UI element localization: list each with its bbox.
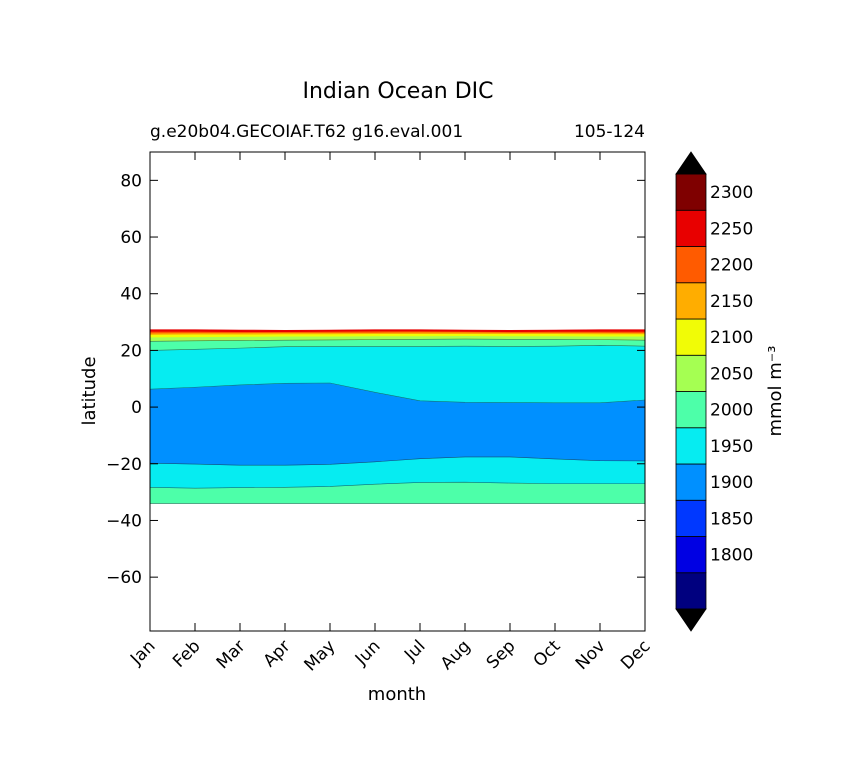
colorbar-segment — [675, 209, 707, 247]
x-tick-label: Sep — [483, 636, 520, 673]
x-tick-label: Dec — [617, 636, 654, 673]
colorbar-segment — [675, 354, 707, 392]
colorbar-tick-label: 1950 — [710, 437, 753, 457]
contour-line-b_1925_1975_north — [149, 382, 646, 404]
colorbar-extend-bottom — [675, 608, 707, 632]
contour-line-b_1975_1925_south — [149, 456, 646, 466]
x-tick-label: Aug — [437, 636, 475, 674]
colorbar-tick-label: 1900 — [710, 473, 753, 493]
colorbar-tick-label: 2300 — [710, 183, 753, 203]
x-tick-label: Mar — [213, 636, 250, 673]
x-tick-label: Jun — [351, 636, 385, 670]
chart-subtitle-left: g.e20b04.GECOIAF.T62 g16.eval.001 — [150, 122, 463, 142]
y-tick-label: 40 — [120, 285, 142, 305]
colorbar-segment — [675, 536, 707, 574]
colorbar-segment — [675, 463, 707, 501]
y-axis-label: latitude — [79, 356, 100, 425]
y-tick-label: 60 — [120, 228, 142, 248]
colorbar-tick-label: 2250 — [710, 219, 753, 239]
contour-bands — [149, 329, 646, 504]
plot-frame — [149, 151, 646, 632]
colorbar-segment — [675, 246, 707, 284]
y-tick-label: 0 — [131, 398, 142, 418]
contour-line-b_2025_2075 — [149, 338, 646, 342]
colorbar: 1800 1850 1900 1950 2000 2050 2100 2150 2200 2250… — [675, 151, 753, 632]
colorbar-tick-label: 1850 — [710, 509, 753, 529]
contour-lines — [149, 338, 646, 504]
chart-title: Indian Ocean DIC — [302, 79, 493, 104]
x-tick-label: Oct — [530, 636, 565, 671]
x-tick-label: Apr — [260, 636, 295, 671]
band-2250 — [149, 329, 646, 333]
colorbar-segment — [675, 427, 707, 465]
y-tick-label: −20 — [106, 455, 142, 475]
y-tick-label: 20 — [120, 341, 142, 361]
y-axis: 80 60 40 20 0 −20 −40 −60 — [106, 171, 645, 588]
plot-area — [149, 151, 646, 632]
colorbar-tick-label: 1800 — [710, 546, 753, 566]
colorbar-segment — [675, 391, 707, 429]
colorbar-tick-label: 2050 — [710, 364, 753, 384]
colorbar-tick-label: 2100 — [710, 328, 753, 348]
contour-line-b_1925_1975 — [149, 481, 645, 489]
x-tick-label: Jul — [400, 636, 429, 665]
colorbar-extend-top — [675, 151, 707, 175]
colorbar-segment — [675, 572, 707, 610]
y-tick-label: 80 — [120, 171, 142, 191]
colorbar-segment — [675, 318, 707, 356]
chart-subtitle-right: 105-124 — [574, 122, 645, 142]
x-axis-label: month — [368, 684, 426, 705]
x-tick-label: Jan — [126, 636, 159, 669]
contour-line-b_1975_2025 — [149, 344, 646, 351]
colorbar-tick-label: 2000 — [710, 401, 753, 421]
y-tick-label: −40 — [106, 511, 142, 531]
x-tick-label: Nov — [572, 636, 610, 674]
colorbar-label: mmol m⁻³ — [765, 345, 786, 436]
colorbar-segment — [675, 173, 707, 211]
y-tick-label: −60 — [106, 568, 142, 588]
colorbar-tick-label: 2150 — [710, 292, 753, 312]
colorbar-tick-label: 2200 — [710, 256, 753, 276]
x-tick-label: Feb — [169, 636, 204, 671]
x-tick-label: May — [301, 636, 340, 675]
colorbar-segment — [675, 282, 707, 320]
colorbar-segment — [675, 499, 707, 537]
